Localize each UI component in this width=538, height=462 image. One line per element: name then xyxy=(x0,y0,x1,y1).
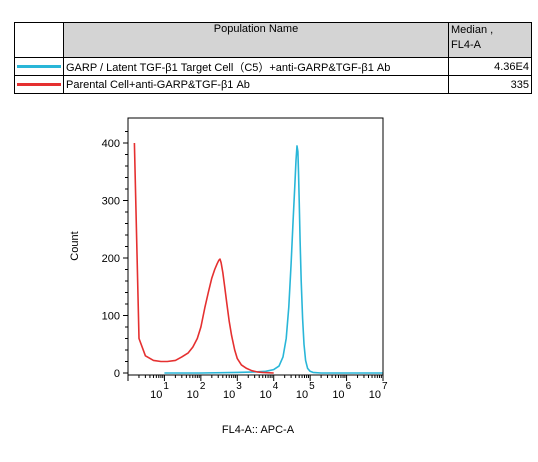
median-header-line2: FL4-A xyxy=(451,39,481,51)
series-color-line-cyan xyxy=(17,65,61,68)
legend-median-value: 4.36E4 xyxy=(448,57,532,76)
legend-label: GARP / Latent TGF-β1 Target Cell（C5）+ant… xyxy=(63,57,449,76)
legend-row: Parental Cell+anti-GARP&TGF-β1 Ab 335 xyxy=(14,75,532,94)
y-tick-label: 400 xyxy=(102,138,120,150)
x-tick-label-exponent: 6 xyxy=(346,381,352,392)
x-tick-label-exponent: 2 xyxy=(200,381,206,392)
y-tick-label: 200 xyxy=(102,253,120,265)
x-tick-label-exponent: 3 xyxy=(236,381,242,392)
series-lines xyxy=(133,142,383,374)
x-tick-label-base: 10 xyxy=(369,389,381,401)
x-tick-label-exponent: 4 xyxy=(273,381,279,392)
series-color-line-red xyxy=(17,83,61,86)
x-tick-label-base: 10 xyxy=(296,389,308,401)
legend-table: Population Name Median , FL4-A GARP / La… xyxy=(14,22,532,94)
y-tick-label: 0 xyxy=(114,368,120,380)
x-axis-label: FL4-A:: APC-A xyxy=(222,424,295,436)
x-tick-label-exponent: 7 xyxy=(382,381,388,392)
median-header-line1: Median , xyxy=(451,24,494,36)
series-line-parental-cell xyxy=(133,142,274,374)
legend-label: Parental Cell+anti-GARP&TGF-β1 Ab xyxy=(63,75,449,94)
y-tick-label: 300 xyxy=(102,196,120,208)
y-axis: 0 100 200 300 400 xyxy=(102,131,128,380)
x-tick-label-exponent: 5 xyxy=(309,381,315,392)
x-tick-label-base: 10 xyxy=(187,389,199,401)
series-line-target-cell xyxy=(164,145,383,374)
x-tick-label-base: 10 xyxy=(150,389,162,401)
legend-row: GARP / Latent TGF-β1 Target Cell（C5）+ant… xyxy=(14,57,532,76)
y-axis-label: Count xyxy=(69,231,81,260)
plot-frame xyxy=(127,117,384,376)
median-header: Median , FL4-A xyxy=(448,22,532,58)
y-tick-label: 100 xyxy=(102,311,120,323)
legend-swatch-header xyxy=(14,22,64,58)
x-tick-label-exponent: 1 xyxy=(163,381,169,392)
x-tick-label-base: 10 xyxy=(223,389,235,401)
x-tick-label-base: 10 xyxy=(332,389,344,401)
legend-median-value: 335 xyxy=(448,75,532,94)
x-tick-label-base: 10 xyxy=(259,389,271,401)
